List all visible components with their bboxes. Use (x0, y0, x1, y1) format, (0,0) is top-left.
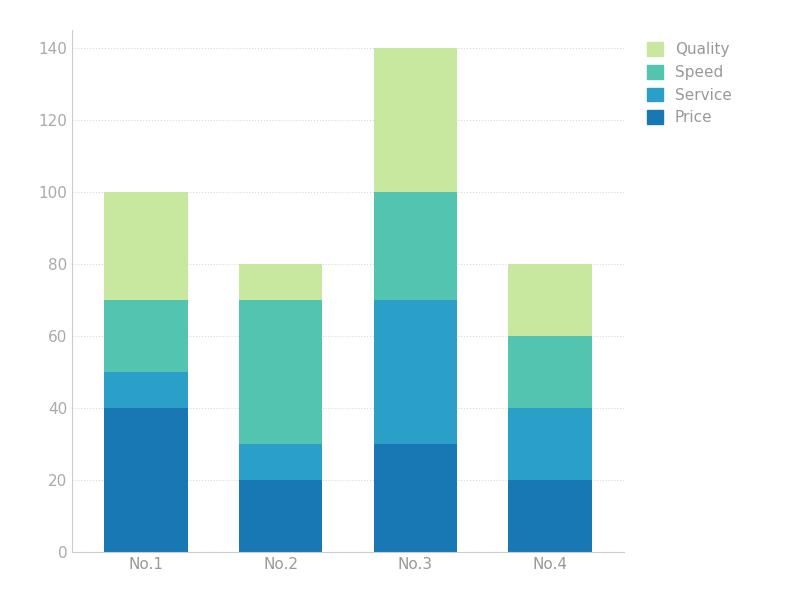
Bar (104, 300, 188, 372)
Bar (508, 264, 592, 336)
Bar (239, 264, 322, 300)
Bar (374, 300, 457, 444)
Legend: Quality, Speed, Service, Price: Quality, Speed, Service, Price (642, 38, 736, 130)
Bar (508, 480, 592, 552)
Bar (374, 192, 457, 300)
Bar (104, 192, 188, 300)
Bar (508, 408, 592, 480)
Bar (508, 336, 592, 408)
Bar (239, 444, 322, 480)
Bar (374, 444, 457, 552)
Bar (374, 48, 457, 192)
Bar (239, 300, 322, 444)
Bar (239, 480, 322, 552)
Bar (104, 408, 188, 552)
Bar (104, 372, 188, 408)
